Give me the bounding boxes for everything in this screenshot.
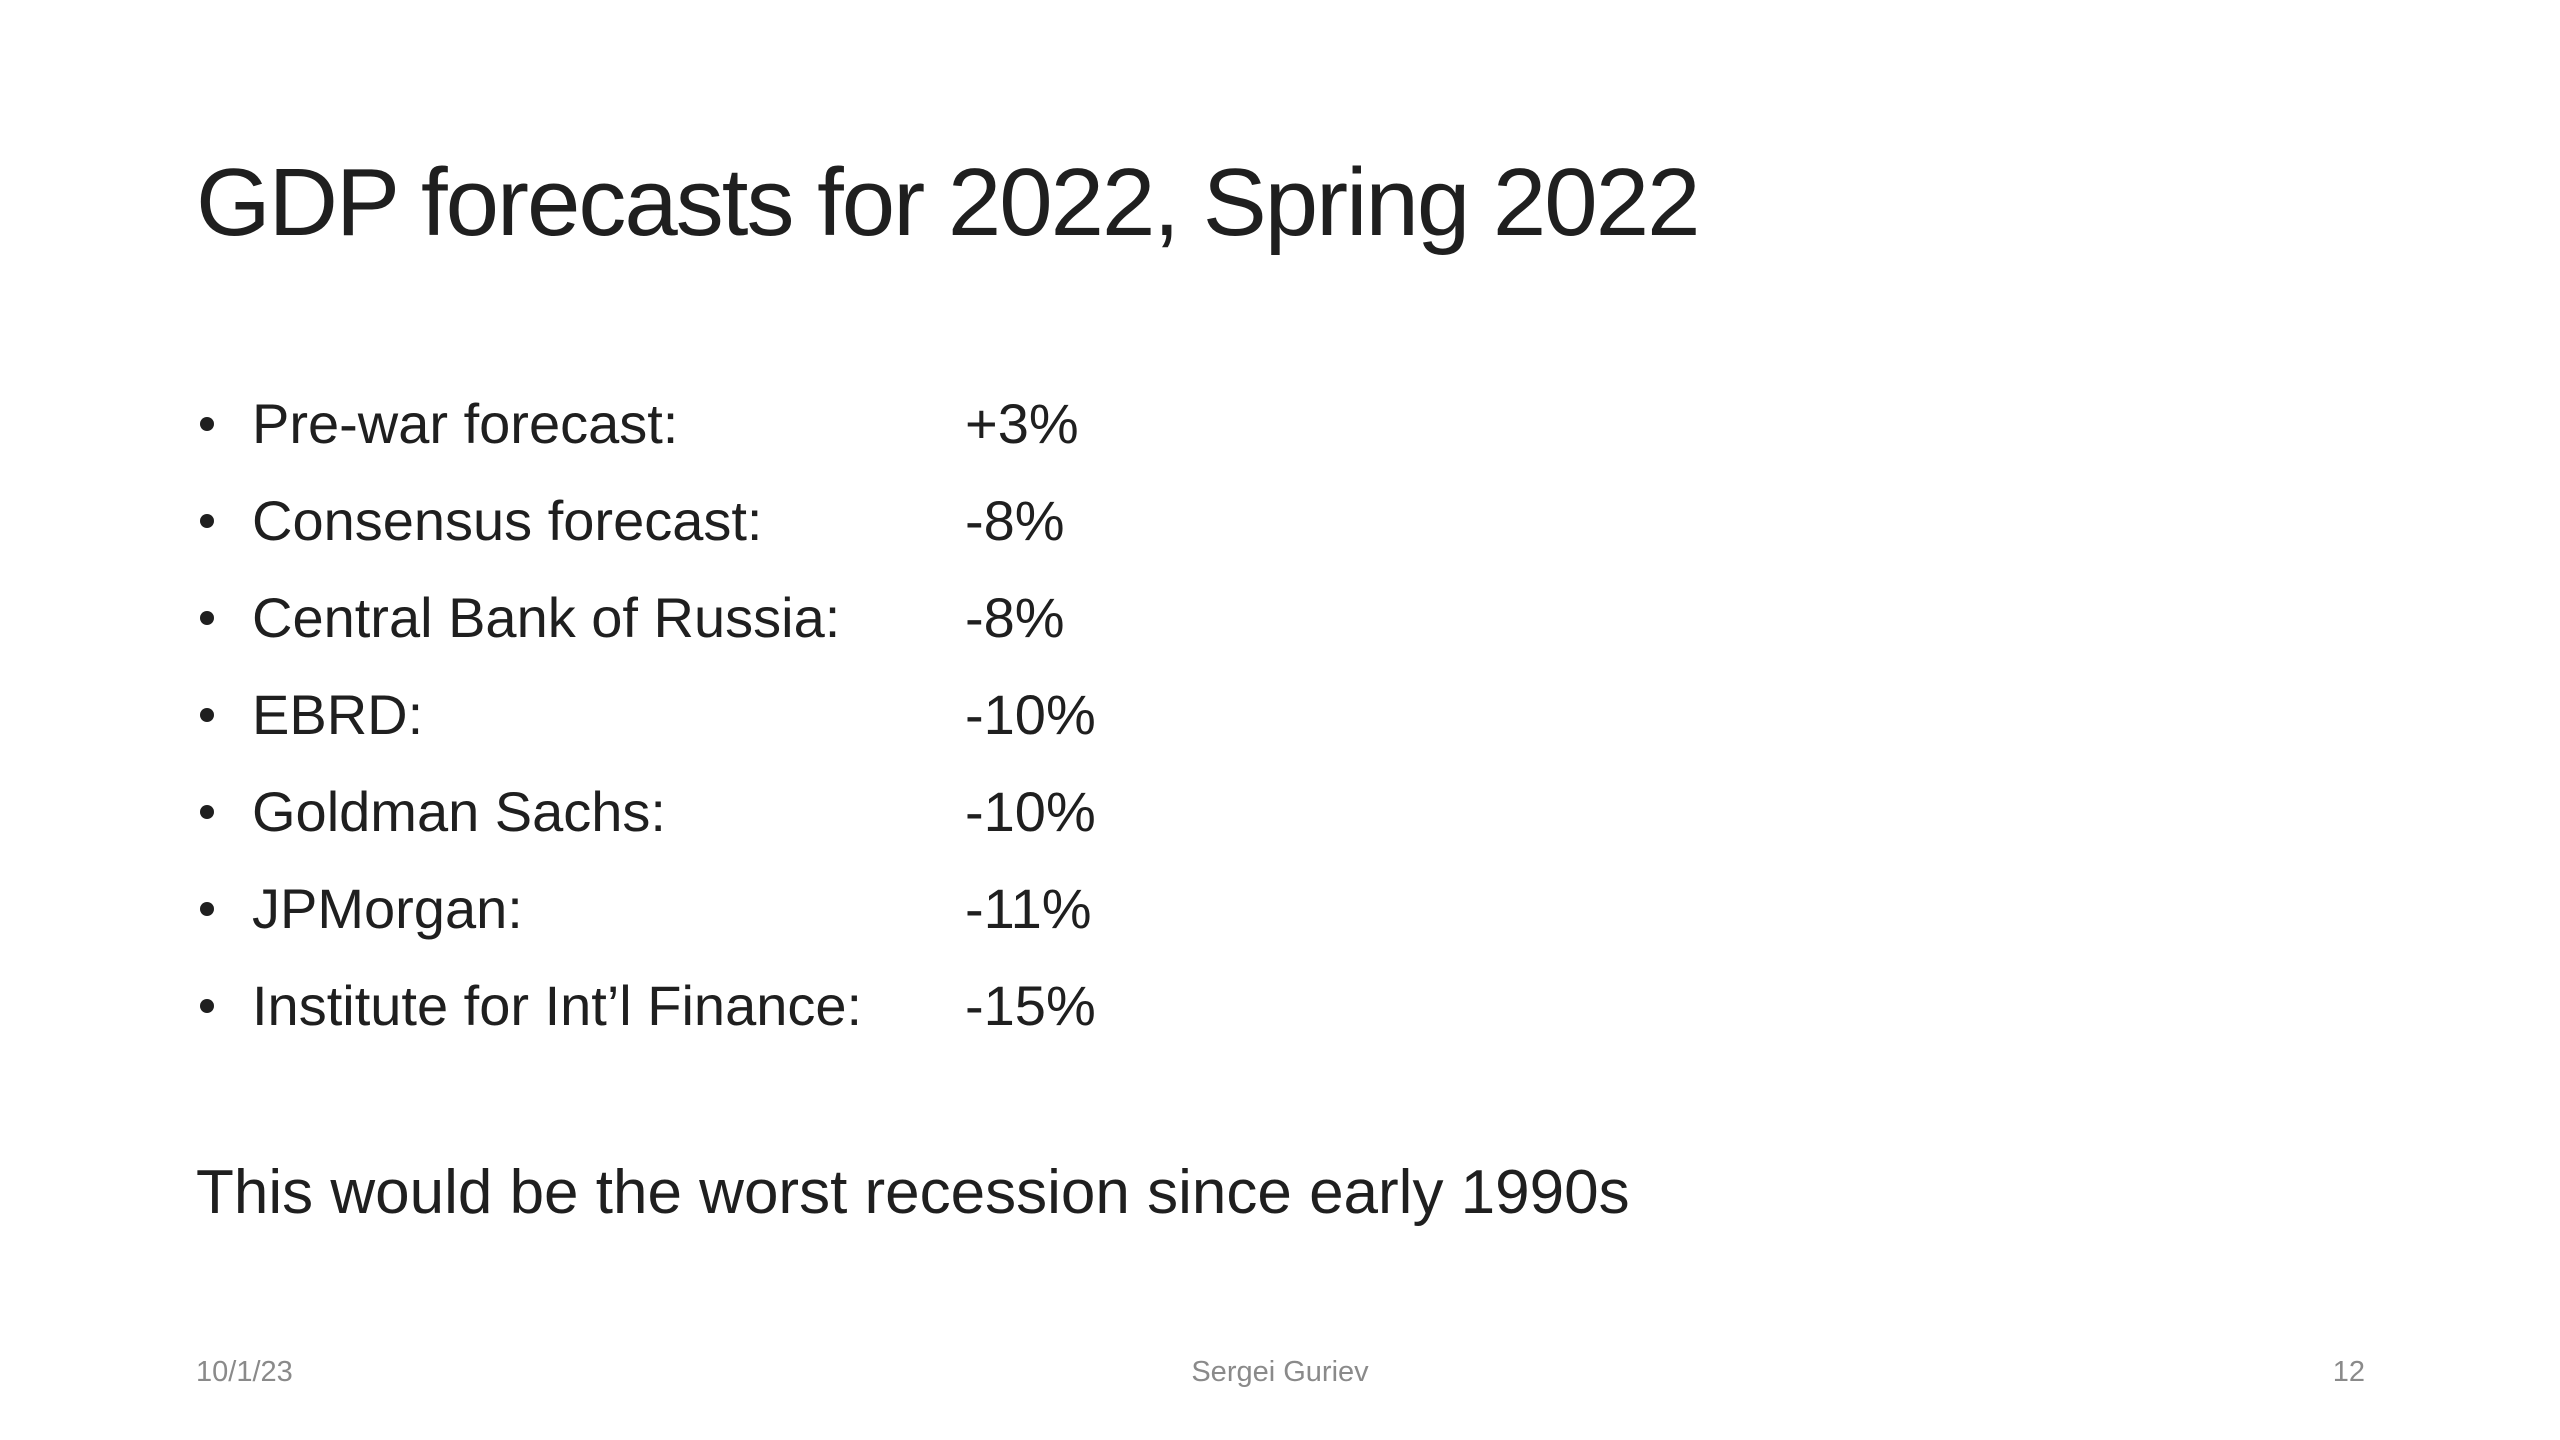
list-item: Goldman Sachs: -10% [200,763,1600,860]
bullet-icon [200,416,214,431]
forecast-source-label: EBRD: [252,683,424,746]
forecast-source-label: Goldman Sachs: [252,780,666,843]
forecast-value: -8% [965,586,1065,649]
forecast-value: -15% [965,974,1096,1037]
forecast-list: Pre-war forecast: +3% Consensus forecast… [200,375,1600,1054]
footer-author: Sergei Guriev [1191,1356,1369,1388]
list-item: JPMorgan: -11% [200,860,1600,957]
forecast-value: -10% [965,780,1096,843]
bullet-icon [200,707,214,722]
forecast-value: -11% [965,877,1092,940]
forecast-source-label: Consensus forecast: [252,489,763,552]
list-item: Institute for Int’l Finance: -15% [200,957,1600,1054]
bullet-icon [200,513,214,528]
forecast-source-label: Pre-war forecast: [252,392,679,455]
bullet-icon [200,901,214,916]
forecast-source-label: JPMorgan: [252,877,523,940]
bullet-icon [200,610,214,625]
list-item: Central Bank of Russia: -8% [200,569,1600,666]
list-item: EBRD: -10% [200,666,1600,763]
conclusion-text: This would be the worst recession since … [196,1158,1630,1227]
bullet-icon [200,998,214,1013]
forecast-value: +3% [965,392,1079,455]
list-item: Consensus forecast: -8% [200,472,1600,569]
footer-date: 10/1/23 [196,1356,293,1388]
slide-title: GDP forecasts for 2022, Spring 2022 [196,149,1700,256]
forecast-value: -8% [965,489,1065,552]
forecast-source-label: Institute for Int’l Finance: [252,974,863,1037]
list-item: Pre-war forecast: +3% [200,375,1600,472]
footer-page-number: 12 [2332,1356,2365,1388]
forecast-value: -10% [965,683,1096,746]
forecast-source-label: Central Bank of Russia: [252,586,841,649]
bullet-icon [200,804,214,819]
